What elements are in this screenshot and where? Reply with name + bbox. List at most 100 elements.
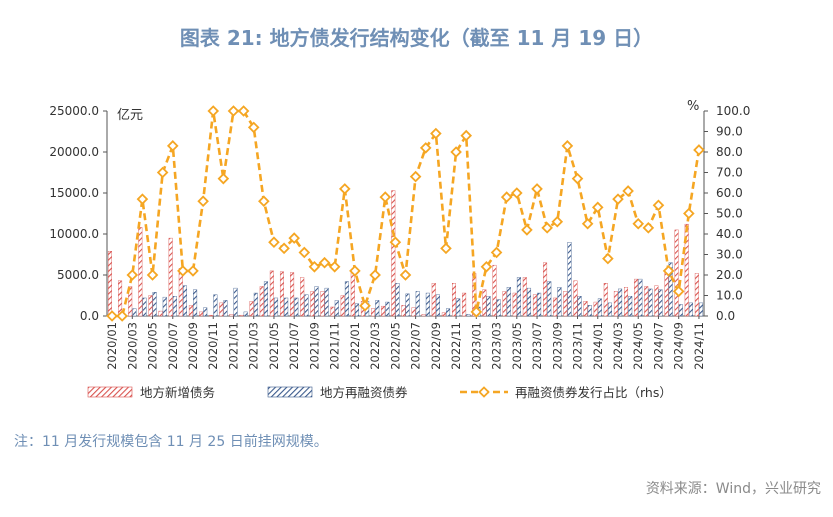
left-axis-unit: 亿元 — [117, 108, 143, 123]
legend: 地方新增债务 地方再融资债券 再融资债券发行占比（rhs） — [87, 385, 672, 400]
bar-new-bond — [239, 314, 244, 317]
bar-refinancing-bond — [132, 308, 137, 317]
ratio-point — [126, 269, 139, 281]
bar-refinancing-bond — [385, 301, 390, 317]
ratio-point — [490, 246, 503, 259]
ratio-point — [359, 299, 371, 312]
bar-new-bond — [543, 262, 548, 317]
ratio-point — [136, 193, 149, 205]
ratio-point — [683, 207, 695, 220]
bar-new-bond — [330, 306, 335, 317]
x-tick-label: 2022/05 — [388, 322, 402, 370]
ratio-point — [622, 185, 634, 197]
source-note: 资料来源：Wind，兴业研究 — [645, 481, 821, 497]
ratio-point — [166, 140, 179, 152]
right-tick-label: 0.0 — [716, 309, 735, 323]
bar-refinancing-bond — [304, 294, 309, 317]
bar-new-bond — [634, 278, 639, 317]
ratio-point — [328, 261, 341, 273]
bar-new-bond — [401, 305, 406, 317]
x-tick-label: 2021/09 — [307, 322, 321, 370]
left-tick-label: 25000.0 — [49, 104, 99, 118]
bar-new-bond — [411, 307, 416, 317]
bar-refinancing-bond — [172, 296, 177, 317]
x-tick-label: 2024/01 — [591, 322, 605, 370]
bar-refinancing-bond — [355, 303, 360, 317]
bar-refinancing-bond — [213, 294, 218, 317]
bar-new-bond — [421, 314, 426, 317]
ratio-point — [298, 246, 311, 259]
bar-refinancing-bond — [253, 292, 258, 317]
bar-refinancing-bond — [233, 287, 238, 317]
ratio-point — [338, 183, 351, 195]
right-tick-label: 60.0 — [716, 186, 743, 200]
bar-new-bond — [290, 272, 295, 317]
left-tick-label: 20000.0 — [49, 145, 99, 159]
bar-refinancing-bond — [648, 288, 653, 317]
bond-issuance-chart: 0.0 5000.0 10000.0 15000.0 20000.0 25000.0 0.0… — [49, 99, 750, 400]
x-tick-label: 2023/11 — [571, 322, 585, 370]
bar-new-bond — [158, 310, 163, 317]
bar-refinancing-bond — [496, 299, 501, 317]
x-tick-label: 2022/07 — [409, 322, 423, 370]
legend-swatch-ratio-marker — [478, 386, 490, 398]
ratio-point — [531, 183, 543, 195]
bar-refinancing-bond — [678, 304, 683, 317]
bar-new-bond — [350, 272, 355, 317]
right-tick-label: 100.0 — [716, 104, 750, 118]
bar-refinancing-bond — [699, 302, 704, 317]
bar-refinancing-bond — [415, 291, 420, 317]
bar-refinancing-bond — [516, 277, 521, 317]
bar-new-bond — [188, 305, 193, 317]
legend-label-refinancing-bond: 地方再融资债券 — [320, 385, 408, 400]
x-tick-label: 2022/03 — [368, 322, 382, 370]
bar-refinancing-bond — [405, 293, 410, 317]
bar-new-bond — [310, 291, 315, 317]
ratio-point — [349, 265, 361, 277]
bar-refinancing-bond — [142, 297, 147, 317]
ratio-point — [237, 105, 250, 117]
bar-new-bond — [269, 270, 274, 317]
bar-refinancing-bond — [688, 302, 693, 317]
x-tick-label: 2024/11 — [692, 322, 706, 370]
ratio-point — [541, 222, 553, 234]
bar-refinancing-bond — [334, 300, 339, 317]
ratio-point — [389, 236, 402, 248]
ratio-point — [571, 172, 584, 185]
ratio-series-line — [112, 109, 701, 318]
ratio-point — [612, 193, 624, 205]
ratio-point — [197, 195, 209, 207]
bar-refinancing-bond — [557, 287, 562, 317]
bar-new-bond — [320, 291, 325, 317]
x-tick-label: 2021/11 — [328, 322, 342, 370]
x-tick-label: 2024/09 — [672, 322, 686, 370]
x-tick-label: 2020/07 — [166, 322, 180, 370]
bar-refinancing-bond — [243, 311, 248, 317]
bar-new-bond — [694, 273, 699, 317]
bar-new-bond — [371, 308, 376, 317]
x-tick-label: 2021/03 — [247, 322, 261, 370]
ratio-point — [521, 224, 533, 236]
bar-refinancing-bond — [607, 302, 612, 317]
bar-new-bond — [431, 283, 436, 317]
right-tick-label: 30.0 — [716, 248, 743, 262]
bar-new-bond — [684, 223, 689, 317]
bar-refinancing-bond — [587, 305, 592, 317]
bar-new-bond — [522, 277, 527, 317]
right-tick-label: 20.0 — [716, 268, 743, 282]
bar-refinancing-bond — [446, 308, 451, 317]
bar-refinancing-bond — [577, 296, 582, 317]
bar-refinancing-bond — [466, 314, 471, 317]
ratio-point — [450, 146, 462, 158]
bar-refinancing-bond — [658, 289, 663, 317]
legend-swatch-refinancing-bond — [267, 386, 313, 398]
ratio-point — [268, 236, 280, 248]
bar-new-bond — [381, 305, 386, 317]
x-tick-label: 2023/01 — [469, 322, 483, 370]
bar-new-bond — [340, 295, 345, 317]
ratio-point — [511, 187, 523, 199]
bar-refinancing-bond — [294, 297, 299, 317]
bars — [107, 190, 704, 317]
bar-new-bond — [462, 292, 467, 317]
bar-new-bond — [553, 297, 558, 317]
